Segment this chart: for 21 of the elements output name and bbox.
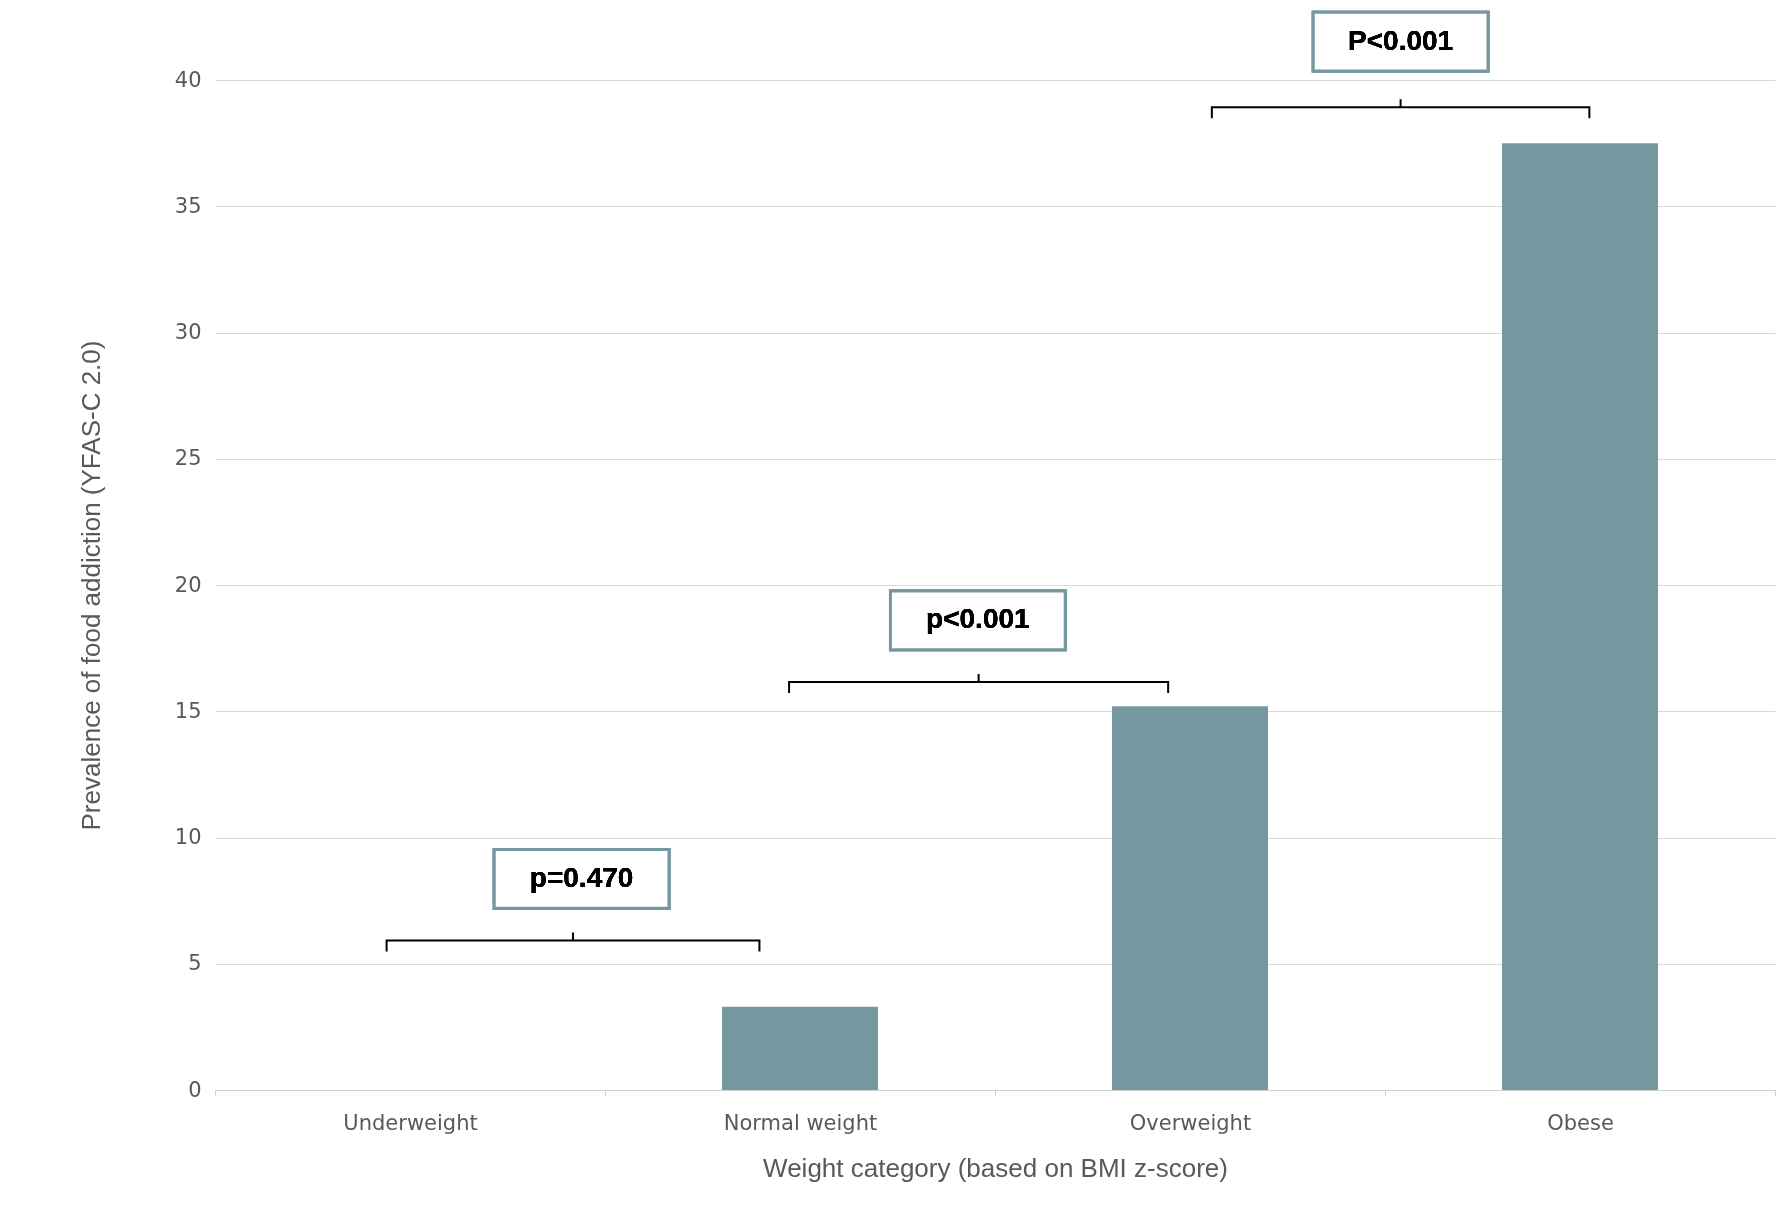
x-tick-label: Obese	[1547, 1110, 1614, 1135]
y-tick-label: 0	[188, 1077, 202, 1102]
y-tick-label: 35	[174, 193, 202, 218]
x-tick-label: Overweight	[1129, 1110, 1252, 1135]
y-tick-label: 40	[174, 67, 202, 92]
text: P<0.001	[1348, 24, 1454, 56]
y-tick-label: 30	[174, 320, 202, 344]
x-axis-title: Weight category (based on BMI z-score)	[763, 1152, 1228, 1183]
annotation: p<0.001	[926, 603, 1030, 635]
bar	[722, 1006, 878, 1090]
x-tick-label: Underweight	[343, 1110, 478, 1135]
annotation: p=0.470	[529, 861, 634, 893]
y-tick-label: 20	[174, 572, 202, 597]
y-tick-label: 15	[174, 698, 202, 723]
y-tick-label: 10	[174, 825, 202, 849]
bar	[1112, 706, 1268, 1090]
y-tick-label: 5	[188, 951, 202, 976]
x-tick-label: Normal weight	[723, 1110, 878, 1135]
y-tick-label: 25	[174, 446, 202, 471]
y-axis-title: Prevalence of food addiction (YFAS-C 2.0)	[75, 340, 106, 831]
bar	[1502, 143, 1658, 1090]
